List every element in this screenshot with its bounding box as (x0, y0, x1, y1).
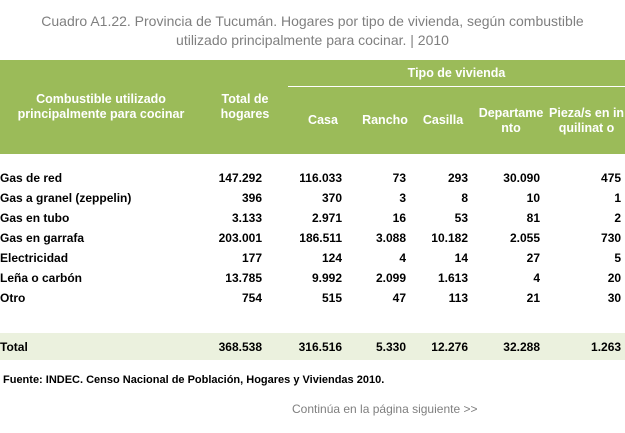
total-cell-casilla: 12.276 (412, 333, 474, 360)
table-row: Electricidad 177 124 4 14 27 5 (0, 248, 625, 268)
total-cell-pieza: 1.263 (548, 333, 625, 360)
cell-casilla: 113 (448, 291, 468, 305)
cell-total: 13.785 (225, 271, 262, 285)
table-caption: Cuadro A1.22. Provincia de Tucumán. Hoga… (0, 12, 625, 50)
continue-link[interactable]: Continúa en la página siguiente >> (292, 402, 478, 416)
table-row: Gas en garrafa 203.001 186.511 3.088 10.… (0, 228, 625, 248)
cell-casa: 515 (321, 291, 342, 305)
cell-casa: 2.971 (311, 211, 342, 225)
cell-casa: 370 (321, 191, 342, 205)
row-label: Leña o carbón (0, 271, 83, 285)
cell-pieza: 1 (614, 191, 622, 205)
total-row: Total 368.538 316.516 5.330 12.276 32.28… (0, 333, 625, 360)
households-table: Combustible utilizado principalmente par… (0, 60, 625, 360)
table-row: Gas en tubo 3.133 2.971 16 53 81 2 (0, 208, 625, 228)
cell-rancho: 73 (392, 171, 406, 185)
header-row-top: Combustible utilizado principalmente par… (0, 60, 625, 121)
cell-casilla: 8 (461, 191, 468, 205)
cell-rancho: 4 (399, 251, 406, 265)
row-label: Gas de red (0, 171, 63, 185)
row-label: Otro (0, 291, 26, 305)
fuel-column-header: Combustible utilizado principalmente par… (17, 92, 185, 121)
total-households-header: Total de hogares (220, 92, 270, 121)
cell-casilla: 14 (454, 251, 468, 265)
row-label: Electricidad (0, 251, 69, 265)
header-pieza-inquilinato: Pieza/s en inquilinat o (549, 105, 625, 135)
cell-rancho: 3 (399, 191, 406, 205)
table-row: Gas a granel (zeppelin) 396 370 3 8 10 1 (0, 188, 625, 208)
caption-line-1: Cuadro A1.22. Provincia de Tucumán. Hoga… (41, 13, 584, 29)
cell-pieza: 2 (614, 211, 622, 225)
row-label: Gas a granel (zeppelin) (0, 191, 132, 205)
cell-total: 754 (241, 291, 262, 305)
cell-pieza: 5 (614, 251, 622, 265)
cell-pieza: 475 (601, 171, 622, 185)
total-cell-total: 368.538 (202, 333, 288, 360)
cell-casa: 124 (321, 251, 342, 265)
cell-casa: 116.033 (299, 171, 342, 185)
cell-casilla: 293 (447, 171, 468, 185)
row-label: Gas en garrafa (0, 231, 85, 245)
header-rancho: Rancho (362, 113, 408, 127)
total-cell-departamento: 32.288 (474, 333, 548, 360)
cell-casilla: 53 (454, 211, 468, 225)
source-note: Fuente: INDEC. Censo Nacional de Poblaci… (3, 374, 385, 386)
cell-rancho: 47 (392, 291, 406, 305)
cell-total: 203.001 (218, 231, 262, 245)
cell-departamento: 27 (526, 251, 540, 265)
total-cell-casa: 316.516 (288, 333, 358, 360)
header-casilla: Casilla (422, 113, 464, 127)
row-label: Gas en tubo (0, 211, 70, 225)
total-cell-rancho: 5.330 (358, 333, 412, 360)
cell-departamento: 81 (526, 211, 540, 225)
caption-line-2: utilizado principalmente para cocinar. |… (176, 32, 449, 48)
cell-casilla: 10.182 (431, 231, 468, 245)
table-row: Otro 754 515 47 113 21 30 (0, 288, 625, 308)
header-departamento: Departame nto (478, 105, 544, 135)
header-casa: Casa (308, 113, 338, 127)
cell-total: 147.292 (218, 171, 262, 185)
table-row: Leña o carbón 13.785 9.992 2.099 1.613 4… (0, 268, 625, 288)
cell-casa: 9.992 (311, 271, 342, 285)
cell-rancho: 3.088 (375, 231, 406, 245)
cell-rancho: 2.099 (375, 271, 406, 285)
table-row: Gas de red 147.292 116.033 73 293 30.090… (0, 168, 625, 188)
cell-casa: 186.511 (299, 231, 342, 245)
cell-pieza: 730 (601, 231, 622, 245)
cell-total: 396 (241, 191, 262, 205)
cell-pieza: 20 (607, 271, 622, 285)
cell-rancho: 16 (392, 211, 406, 225)
cell-departamento: 2.055 (509, 231, 540, 245)
cell-total: 177 (241, 251, 262, 265)
cell-departamento: 21 (526, 291, 540, 305)
dwelling-type-group-header: Tipo de vivienda (288, 60, 625, 87)
cell-pieza: 30 (607, 291, 622, 305)
cell-departamento: 4 (533, 271, 540, 285)
total-label: Total (0, 333, 202, 360)
cell-casilla: 1.613 (437, 271, 468, 285)
cell-departamento: 30.090 (503, 171, 540, 185)
cell-departamento: 10 (526, 191, 540, 205)
cell-total: 3.133 (231, 211, 262, 225)
